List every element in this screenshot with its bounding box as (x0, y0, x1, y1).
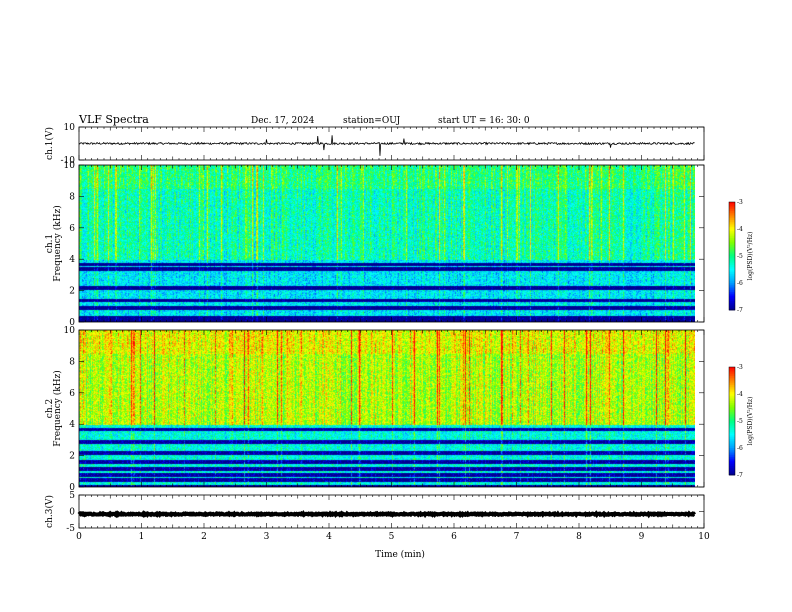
x-tick-label: 2 (201, 532, 207, 542)
y-tick-label: 10 (64, 161, 76, 171)
x-axis-label: Time (min) (375, 549, 425, 560)
ch1-waveform-panel: ch.1(V) 10 -10 (44, 123, 705, 166)
y-tick-label: 8 (69, 192, 75, 202)
x-tick-label: 0 (76, 532, 82, 542)
spectrogram-canvas (79, 330, 695, 487)
x-tick-label: 7 (514, 532, 520, 542)
colorbar-tick-label: -7 (737, 472, 743, 479)
colorbar-tick-label: -7 (737, 307, 743, 314)
y-tick-label: 8 (69, 357, 75, 367)
x-tick-label: 1 (139, 532, 145, 542)
x-tick-label: 3 (264, 532, 270, 542)
x-tick-label: 10 (698, 532, 710, 542)
colorbar-frame (728, 366, 736, 476)
y-tick-label: 4 (69, 255, 75, 265)
y-axis-label: ch.2 (45, 399, 55, 418)
y-axis-label: Frequency (kHz) (52, 205, 63, 282)
colorbar-tick-label: -5 (737, 418, 743, 425)
y-tick-label: -5 (66, 524, 75, 534)
date-label: Dec. 17, 2024 (251, 116, 315, 126)
y-tick-label: 5 (69, 491, 75, 501)
start-ut-label: start UT = 16: 30: 0 (438, 116, 530, 126)
colorbar-tick-label: -4 (737, 226, 743, 233)
y-axis-label: ch.1(V) (44, 127, 55, 160)
y-axis-label: ch.3(V) (44, 495, 55, 528)
y-tick-label: -10 (61, 156, 76, 166)
y-axis-label: ch.1 (45, 234, 55, 253)
y-tick-label: 10 (64, 326, 76, 336)
ch2-colorbar: -3 -4 -5 -6 -7 log(PSD)(V²/Hz) (728, 364, 754, 479)
colorbar-tick-label: -6 (737, 280, 743, 287)
y-tick-label: 0 (69, 318, 75, 328)
spectrogram-canvas (79, 165, 695, 322)
y-tick-label: 4 (69, 420, 75, 430)
figure-title: VLF Spectra (78, 113, 149, 126)
y-tick-label: 0 (69, 483, 75, 493)
colorbar-tick-label: -3 (737, 364, 743, 371)
colorbar-tick-label: -6 (737, 445, 743, 452)
colorbar-frame (728, 201, 736, 311)
colorbar-tick-label: -3 (737, 199, 743, 206)
y-tick-label: 10 (64, 123, 76, 133)
y-tick-label: 2 (69, 287, 75, 297)
waveform-line (78, 135, 695, 156)
y-tick-label: 6 (69, 389, 75, 399)
x-tick-label: 6 (451, 532, 457, 542)
colorbar-label: log(PSD)(V²/Hz) (747, 232, 754, 281)
ch1-colorbar: -3 -4 -5 -6 -7 log(PSD)(V²/Hz) (728, 199, 754, 314)
station-label: station=OUJ (343, 116, 401, 126)
x-tick-label: 8 (576, 532, 582, 542)
x-tick-label: 5 (389, 532, 395, 542)
x-tick-label: 9 (639, 532, 645, 542)
y-tick-label: 2 (69, 452, 75, 462)
y-tick-label: 6 (69, 224, 75, 234)
colorbar-tick-label: -4 (737, 391, 743, 398)
y-axis-label: Frequency (kHz) (52, 370, 63, 447)
ch3-waveform-panel: ch.3(V) 50-50 1 2 3 4 5 6 7 8 9 10 (44, 491, 710, 542)
y-tick-label: 0 (69, 508, 75, 518)
waveform-line (77, 510, 697, 519)
colorbar-label: log(PSD)(V²/Hz) (747, 397, 754, 446)
colorbar-tick-label: -5 (737, 253, 743, 260)
x-tick-label: 4 (326, 532, 332, 542)
